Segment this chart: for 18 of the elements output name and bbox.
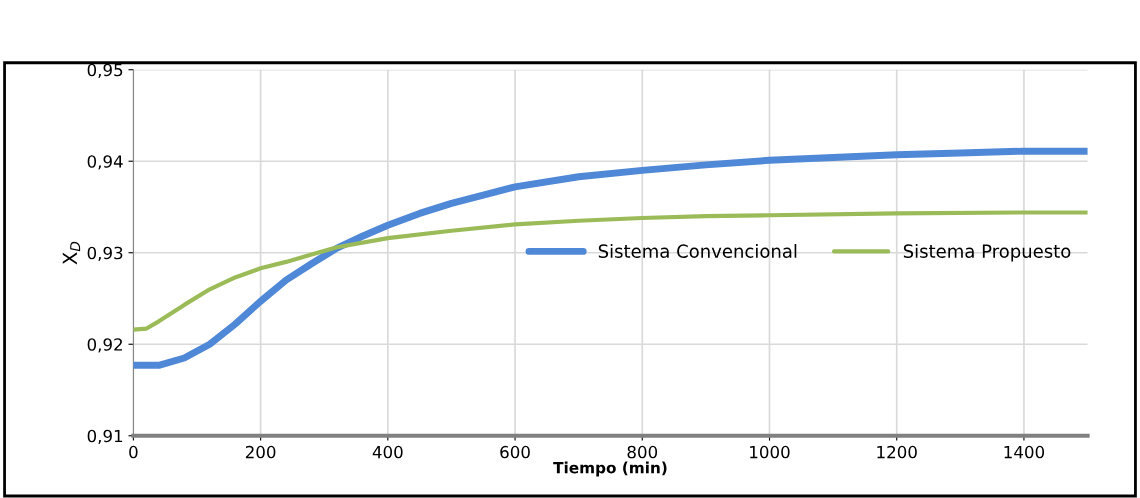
- y-tick-label: 0,93: [87, 246, 123, 261]
- legend-label: Sistema Propuesto: [903, 244, 1071, 262]
- y-axis-title: X$_{D}$: [62, 241, 81, 265]
- x-tick-label: 600: [500, 445, 530, 459]
- x-tick-label: 200: [245, 445, 276, 459]
- y-tick-label: 0,91: [87, 429, 123, 445]
- x-tick-label: 1200: [877, 445, 917, 459]
- x-tick-label: 0: [129, 445, 138, 459]
- x-tick-label: 400: [372, 445, 403, 459]
- x-tick-label: 1000: [750, 445, 790, 459]
- x-tick-label: 800: [627, 445, 658, 459]
- line-series: [133, 210, 1088, 332]
- legend-label: Sistema Convencional: [598, 244, 797, 258]
- x-axis-title: Tiempo (min): [553, 461, 667, 477]
- x-tick-label: 1400: [1004, 445, 1045, 459]
- y-tick-label: 0,95: [87, 63, 123, 78]
- y-tick-label: 0,92: [87, 338, 122, 353]
- y-tick-label: 0,94: [87, 155, 123, 170]
